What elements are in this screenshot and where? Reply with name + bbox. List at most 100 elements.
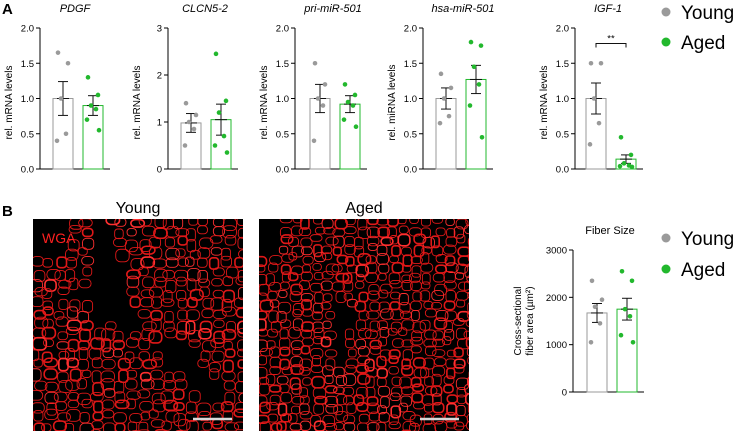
muscle-fiber [33,390,44,401]
muscle-fiber [259,264,266,273]
muscle-fiber [354,236,364,250]
muscle-fiber [299,420,311,431]
muscle-fiber [138,266,149,277]
muscle-fiber [380,236,394,246]
muscle-fiber [141,328,155,342]
muscle-fiber [202,421,213,431]
muscle-fiber [44,381,59,393]
muscle-fiber [138,421,149,431]
muscle-fiber [160,298,175,307]
muscle-fiber [281,253,295,263]
muscle-fiber [81,398,93,409]
muscle-fiber [466,347,469,357]
muscle-fiber [346,402,357,414]
muscle-fiber [309,282,323,293]
muscle-fiber [431,245,444,257]
muscle-fiber [410,345,422,354]
muscle-fiber [236,320,243,335]
muscle-fiber [366,310,380,320]
muscle-fiber [213,319,225,328]
muscle-fiber [444,310,458,322]
muscle-fiber [442,244,457,255]
muscle-fiber [276,311,287,323]
muscle-fiber [376,219,390,226]
muscle-fiber [378,301,390,313]
muscle-fiber [221,328,237,341]
muscle-fiber [189,249,201,260]
muscle-fiber [277,403,288,417]
muscle-fiber [321,270,334,280]
y-tick-label: 0.5 [556,129,569,140]
young-micrograph-title: Young [116,200,161,217]
muscle-fiber [34,380,48,391]
muscle-fiber [154,268,168,282]
muscle-fiber [388,272,401,285]
muscle-fiber [455,299,466,308]
muscle-fiber [453,358,466,369]
chart-2: CLCN5-2 0 1 2 3 rel. mRNA levels [132,3,238,176]
muscle-fiber [267,328,279,338]
muscle-fiber [467,302,469,313]
bar-aged [339,103,361,170]
muscle-fiber [409,422,420,431]
muscle-fiber [312,311,323,321]
muscle-fiber [467,403,469,413]
muscle-fiber [165,279,177,294]
muscle-fiber [324,375,334,384]
muscle-fiber [378,289,389,299]
muscle-fiber [292,309,303,318]
muscle-fiber [221,298,233,313]
muscle-fiber [79,422,94,431]
muscle-fiber [300,321,315,333]
muscle-fiber [259,255,268,267]
muscle-fiber [343,414,356,425]
muscle-fiber [465,420,469,431]
muscle-fiber [402,349,413,361]
muscle-fiber [355,338,367,350]
muscle-fiber [58,380,73,393]
muscle-fiber [265,374,276,386]
muscle-fiber [380,396,390,409]
muscle-fiber [289,377,301,390]
muscle-fiber [421,272,431,285]
muscle-fiber [268,384,282,393]
muscle-fiber [332,246,343,257]
chart-title: PDGF [60,3,92,15]
aged-micrograph-title: Aged [345,200,382,217]
data-point [437,120,443,126]
muscle-fiber [251,402,260,409]
muscle-fiber [238,392,243,404]
muscle-fiber [199,320,213,333]
muscle-fiber [41,351,53,363]
muscle-fiber [139,297,154,308]
muscle-fiber [467,292,469,299]
y-axis-label: rel. mRNA levels [539,66,550,140]
muscle-fiber [150,309,163,322]
muscle-fiber [324,395,339,408]
legend-young-marker [661,7,671,17]
muscle-fiber [114,219,127,227]
muscle-fiber [455,263,469,274]
y-tick-label: 0.5 [404,129,417,140]
muscle-fiber [424,345,437,357]
muscle-fiber [237,359,243,369]
y-tick-label: 3000 [546,246,567,257]
muscle-fiber [388,414,399,425]
muscle-fiber [389,392,401,402]
muscle-fiber [128,247,144,256]
muscle-fiber [299,403,310,415]
y-tick-label: 3 [157,24,162,35]
muscle-fiber [196,402,212,417]
data-point [479,134,485,140]
muscle-fiber [312,302,324,314]
y-tick-label: 0.0 [556,165,569,176]
muscle-fiber [299,367,311,376]
muscle-fiber [150,419,165,428]
legend-young-label: Young [681,229,734,250]
data-point [599,297,605,303]
data-point [591,96,597,101]
muscle-fiber [77,310,90,324]
muscle-fiber [366,396,379,407]
data-point [629,164,635,170]
muscle-fiber [279,358,291,371]
